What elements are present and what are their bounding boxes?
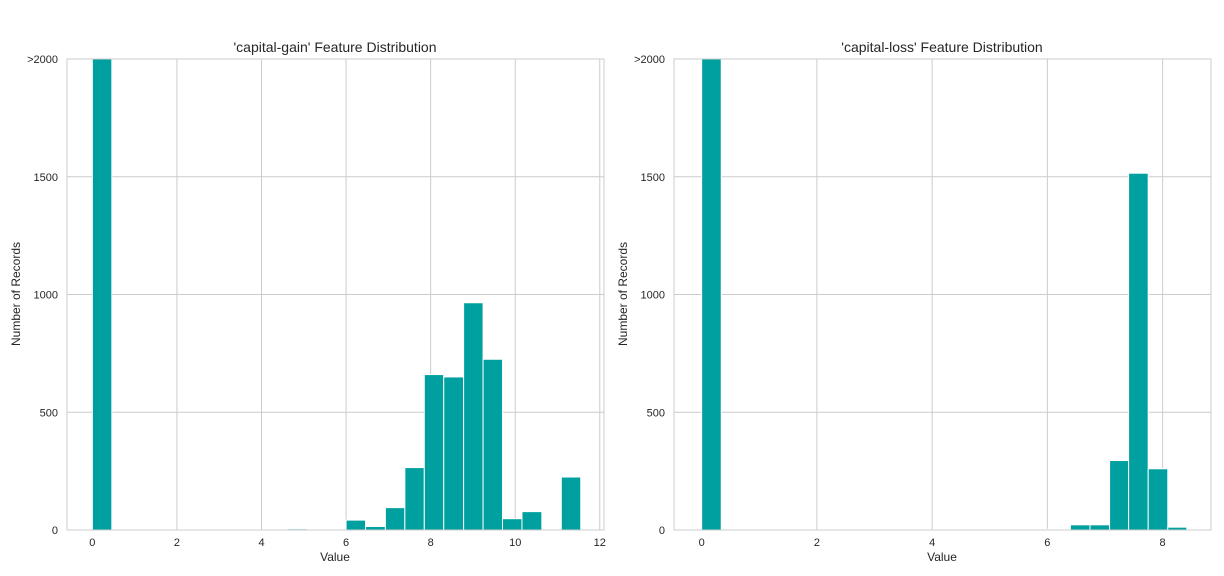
chart-title: 'capital-loss' Feature Distribution — [841, 39, 1042, 55]
y-tick-label: 1000 — [34, 290, 58, 302]
y-tick-label: 1000 — [641, 290, 665, 302]
tick-labels: 0 2 4 6 8 0 500 1000 1500 >2000 — [634, 54, 1166, 549]
x-tick-label: 2 — [174, 537, 180, 549]
y-tick-label: >2000 — [27, 54, 58, 66]
chart-title: 'capital-gain' Feature Distribution — [234, 39, 437, 55]
y-tick-label: 0 — [52, 525, 58, 537]
bar — [423, 374, 445, 531]
y-tick-label: 500 — [40, 407, 58, 419]
y-axis-label: Number of Records — [616, 242, 630, 346]
x-tick-label: 2 — [814, 537, 820, 549]
bar — [1128, 172, 1149, 531]
y-tick-label: 1500 — [34, 172, 58, 184]
bar — [1109, 460, 1130, 531]
x-tick-label: 8 — [428, 537, 434, 549]
chart-capital-gain: 0 2 4 6 8 10 12 0 500 1000 1500 >2000 'capital-gain'… — [9, 39, 606, 564]
bar — [1147, 468, 1169, 531]
bars — [701, 58, 1188, 531]
bar — [521, 511, 543, 531]
bar — [404, 467, 425, 531]
bar — [560, 476, 582, 531]
y-axis-label: Number of Records — [9, 242, 23, 346]
bar — [502, 518, 523, 531]
bar — [1089, 524, 1111, 531]
x-tick-label: 6 — [1044, 537, 1050, 549]
x-axis-label: Value — [320, 550, 350, 564]
bar — [1069, 524, 1091, 531]
bar — [443, 376, 465, 531]
bars — [91, 58, 582, 531]
x-tick-label: 4 — [258, 537, 264, 549]
chart-capital-loss: 0 2 4 6 8 0 500 1000 1500 >2000 'capital-loss' Fea… — [616, 39, 1212, 564]
bar — [463, 302, 484, 531]
bar — [345, 519, 367, 531]
y-tick-label: 500 — [647, 407, 665, 419]
bar — [482, 358, 504, 531]
bar — [365, 525, 386, 531]
x-tick-label: 0 — [699, 537, 705, 549]
plot-frame — [66, 58, 605, 531]
x-tick-label: 10 — [509, 537, 521, 549]
x-tick-label: 0 — [89, 537, 95, 549]
y-tick-label: 1500 — [641, 172, 665, 184]
plot-frame — [673, 58, 1212, 531]
tick-labels: 0 2 4 6 8 10 12 0 500 1000 1500 >2000 — [27, 54, 606, 549]
x-tick-label: 12 — [594, 537, 606, 549]
x-tick-label: 4 — [929, 537, 935, 549]
bar — [91, 58, 113, 531]
gridlines — [67, 58, 604, 531]
y-tick-label: >2000 — [634, 54, 665, 66]
y-tick-label: 0 — [659, 525, 665, 537]
bar — [701, 58, 722, 531]
x-tick-label: 8 — [1160, 537, 1166, 549]
bar — [384, 507, 406, 531]
x-axis-label: Value — [927, 550, 957, 564]
x-tick-label: 6 — [343, 537, 349, 549]
